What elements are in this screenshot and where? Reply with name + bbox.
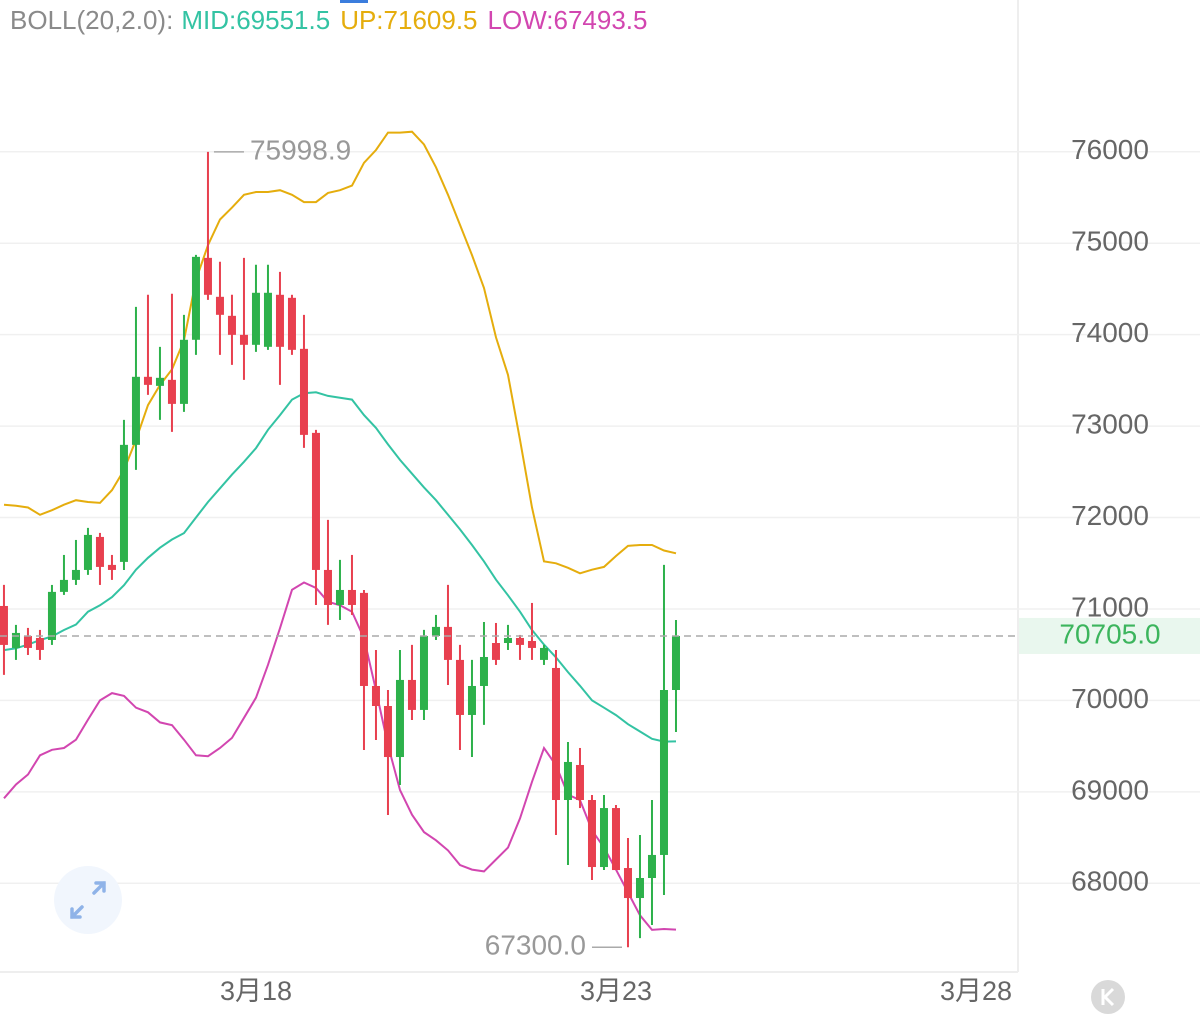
- reset-button[interactable]: [1091, 980, 1125, 1014]
- candle-body: [647, 854, 656, 879]
- legend-entry: LOW:67493.5: [488, 5, 648, 35]
- y-tick-label: 74000: [1071, 317, 1149, 348]
- candle-body: [131, 376, 140, 445]
- candle-body: [467, 685, 476, 715]
- candle-body: [0, 605, 8, 645]
- candle-body: [287, 297, 296, 350]
- expand-button-bg[interactable]: [54, 866, 122, 934]
- candle-body: [263, 292, 272, 347]
- y-tick-label: 75000: [1071, 226, 1149, 257]
- candle-body: [671, 635, 680, 691]
- y-tick-label: 72000: [1071, 500, 1149, 531]
- reset-button-bg[interactable]: [1091, 980, 1125, 1014]
- candle-body: [203, 257, 212, 295]
- y-tick-label: 76000: [1071, 134, 1149, 165]
- candle-body: [575, 764, 584, 801]
- candle-body: [71, 569, 80, 580]
- candle-body: [407, 679, 416, 710]
- candle-body: [431, 626, 440, 636]
- candle-body: [191, 256, 200, 340]
- labels: 68000 69000 70000 71000 72000 73000 74000 75000…: [0, 5, 1200, 1006]
- candle-body: [239, 334, 248, 345]
- candle-body: [491, 643, 500, 660]
- candle-body: [119, 444, 128, 562]
- annotation-label: 75998.9: [250, 134, 351, 165]
- candle-body: [227, 315, 236, 335]
- y-tick-label: 69000: [1071, 774, 1149, 805]
- candle-body: [215, 296, 224, 315]
- candle-body: [11, 632, 20, 648]
- legend-entry: MID:69551.5: [181, 5, 330, 35]
- expand-icon[interactable]: [70, 881, 106, 919]
- candle-body: [395, 679, 404, 758]
- candle-body: [167, 379, 176, 404]
- candle-body: [95, 536, 104, 567]
- last-price-label: 70705.0: [1059, 618, 1160, 649]
- candle-body: [83, 534, 92, 570]
- candle-body: [335, 589, 344, 605]
- x-tick-label: 3月23: [580, 976, 652, 1006]
- candle-body: [275, 294, 284, 347]
- candle-body: [503, 637, 512, 644]
- candle-body: [515, 637, 524, 645]
- candle-body: [47, 591, 56, 640]
- expand-button[interactable]: [54, 866, 122, 934]
- candle-body: [179, 339, 188, 404]
- candle-body: [251, 292, 260, 345]
- x-tick-label: 3月28: [940, 976, 1012, 1006]
- candle-body: [563, 761, 572, 801]
- candle-body: [551, 667, 560, 801]
- candle-body: [311, 432, 320, 570]
- candle-body: [623, 868, 632, 899]
- y-tick-label: 70000: [1071, 683, 1149, 714]
- x-tick-label: 3月18: [220, 976, 292, 1006]
- candle-body: [635, 878, 644, 899]
- candle-body: [23, 635, 32, 648]
- legend-entry: UP:71609.5: [340, 5, 477, 35]
- annotation-label: 67300.0: [485, 930, 586, 961]
- candle-body: [299, 348, 308, 435]
- indicator-label: BOLL(20,2.0):: [10, 5, 173, 35]
- reset-icon[interactable]: [1101, 987, 1115, 1007]
- candle-body: [347, 589, 356, 605]
- candle-body: [611, 808, 620, 871]
- candles: [0, 151, 680, 948]
- candle-body: [539, 647, 548, 660]
- candle-body: [59, 579, 68, 592]
- candle-body: [107, 564, 116, 570]
- candle-body: [443, 626, 452, 660]
- candle-body: [587, 800, 596, 868]
- candle-body: [371, 685, 380, 707]
- candle-body: [155, 377, 164, 386]
- tab-indicator: [340, 0, 368, 3]
- candle-body: [455, 659, 464, 715]
- last-price-box: [1019, 617, 1200, 654]
- y-tick-label: 71000: [1071, 591, 1149, 622]
- band-line: [3, 130, 677, 575]
- candle-body: [419, 635, 428, 710]
- candle-body: [599, 808, 608, 868]
- candle-body: [143, 376, 152, 385]
- band-line: [3, 391, 677, 743]
- candle-body: [359, 592, 368, 686]
- candle-body: [383, 706, 392, 758]
- candle-body: [479, 656, 488, 686]
- candle-body: [323, 569, 332, 605]
- candle-body: [659, 690, 668, 855]
- y-tick-label: 68000: [1071, 866, 1149, 897]
- candle-body: [35, 637, 44, 650]
- y-tick-label: 73000: [1071, 408, 1149, 439]
- candle-body: [527, 640, 536, 648]
- grid: [0, 151, 1200, 885]
